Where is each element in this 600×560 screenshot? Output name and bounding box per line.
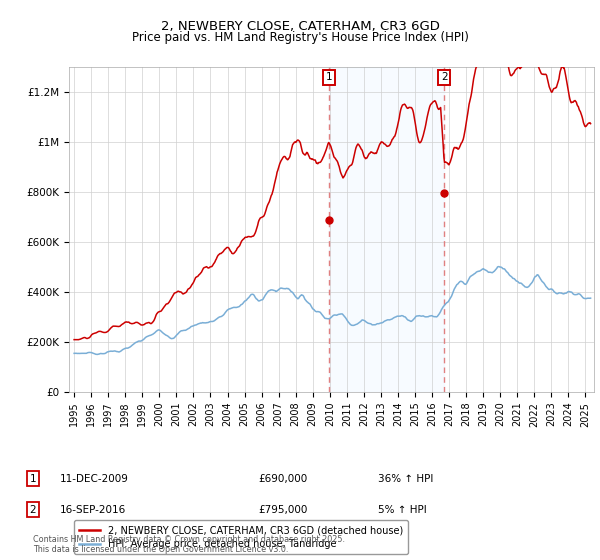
Text: Contains HM Land Registry data © Crown copyright and database right 2025.
This d: Contains HM Land Registry data © Crown c… (33, 535, 345, 554)
Text: Price paid vs. HM Land Registry's House Price Index (HPI): Price paid vs. HM Land Registry's House … (131, 31, 469, 44)
Bar (329, 67, 444, 392)
Text: 1: 1 (29, 474, 37, 484)
Text: 2: 2 (441, 72, 448, 82)
Text: 36% ↑ HPI: 36% ↑ HPI (378, 474, 433, 484)
Text: 11-DEC-2009: 11-DEC-2009 (60, 474, 129, 484)
Text: 2, NEWBERY CLOSE, CATERHAM, CR3 6GD: 2, NEWBERY CLOSE, CATERHAM, CR3 6GD (161, 20, 439, 32)
Legend: 2, NEWBERY CLOSE, CATERHAM, CR3 6GD (detached house), HPI: Average price, detach: 2, NEWBERY CLOSE, CATERHAM, CR3 6GD (det… (74, 520, 408, 554)
Text: £690,000: £690,000 (258, 474, 307, 484)
Text: 1: 1 (325, 72, 332, 82)
Text: 16-SEP-2016: 16-SEP-2016 (60, 505, 126, 515)
Text: 5% ↑ HPI: 5% ↑ HPI (378, 505, 427, 515)
Text: £795,000: £795,000 (258, 505, 307, 515)
Text: 2: 2 (29, 505, 37, 515)
